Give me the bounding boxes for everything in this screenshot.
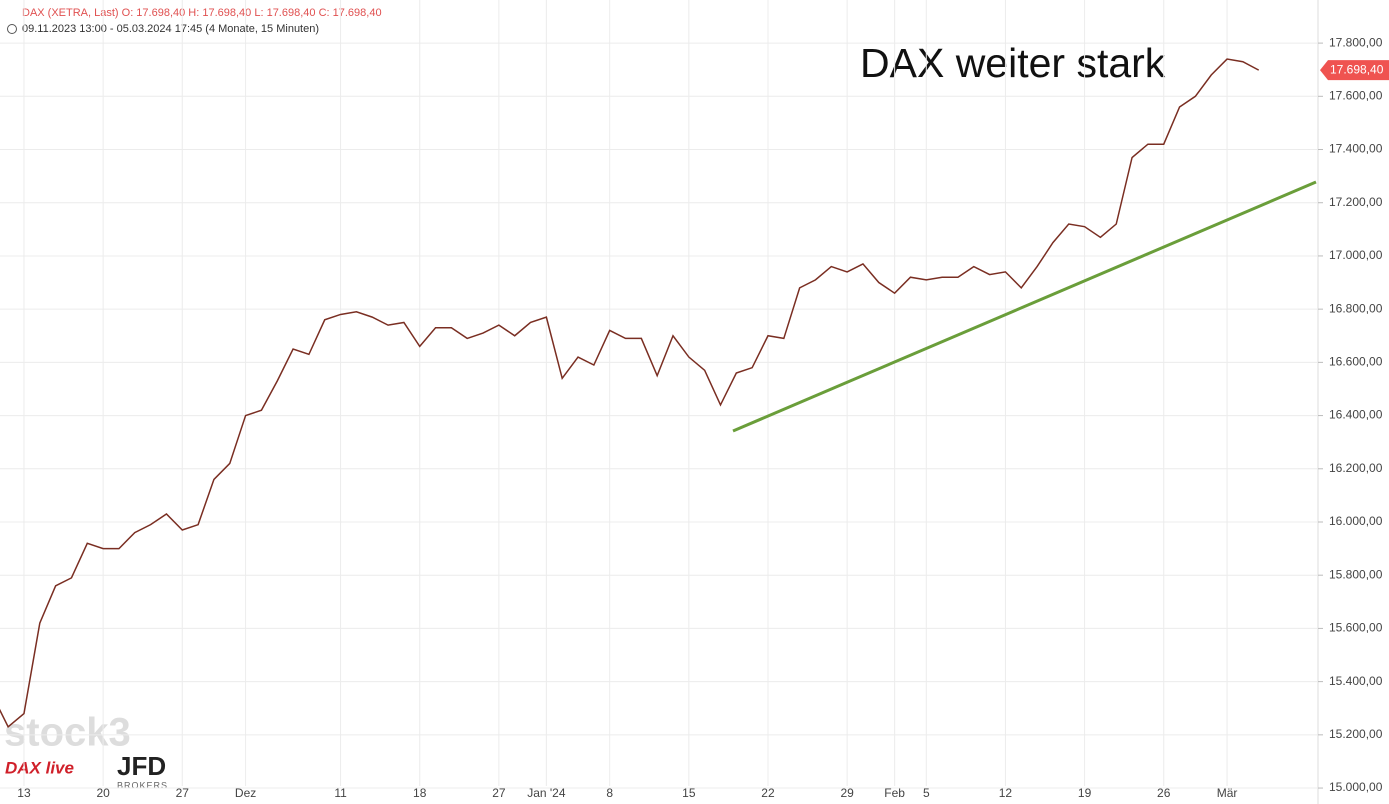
- y-tick-label: 16.800,00: [1329, 301, 1383, 315]
- y-tick-label: 17.200,00: [1329, 195, 1383, 209]
- price-line: [0, 58, 1260, 729]
- x-tick-label: 13: [17, 786, 31, 800]
- y-tick-label: 17.800,00: [1329, 35, 1383, 49]
- x-tick-label: Mär: [1217, 786, 1238, 800]
- x-tick-label: 8: [606, 786, 613, 800]
- logo: DAX live: [5, 758, 74, 777]
- y-tick-label: 17.400,00: [1329, 142, 1383, 156]
- y-tick-label: 17.000,00: [1329, 248, 1383, 262]
- logo: BROKERS: [117, 780, 168, 790]
- y-tick-label: 15.600,00: [1329, 621, 1383, 635]
- last-price-label: 17.698,40: [1330, 62, 1384, 76]
- y-tick-label: 15.400,00: [1329, 674, 1383, 688]
- y-tick-label: 17.600,00: [1329, 88, 1383, 102]
- y-tick-label: 16.000,00: [1329, 514, 1383, 528]
- x-tick-label: 29: [840, 786, 854, 800]
- clock-icon: [7, 24, 17, 34]
- x-tick-label: Feb: [884, 786, 905, 800]
- y-tick-label: 15.200,00: [1329, 727, 1383, 741]
- chart-title: DAX weiter stark: [860, 40, 1166, 86]
- x-tick-label: 27: [492, 786, 506, 800]
- x-tick-label: Dez: [235, 786, 256, 800]
- y-tick-label: 16.200,00: [1329, 461, 1383, 475]
- x-tick-label: 11: [334, 786, 347, 800]
- x-tick-label: 22: [761, 786, 775, 800]
- y-tick-label: 15.000,00: [1329, 780, 1383, 794]
- x-tick-label: 18: [413, 786, 427, 800]
- y-tick-label: 16.600,00: [1329, 355, 1383, 369]
- x-tick-label: 12: [999, 786, 1013, 800]
- trend-line: [732, 180, 1317, 433]
- x-tick-label: 5: [923, 786, 930, 800]
- x-tick-label: 26: [1157, 786, 1171, 800]
- x-tick-label: 19: [1078, 786, 1092, 800]
- last-price-flag: [1320, 60, 1389, 81]
- x-tick-label: 20: [96, 786, 110, 800]
- period: 09.11.2023 13:00 - 05.03.2024 17:45 (4 M…: [22, 23, 319, 35]
- logo: JFD: [117, 751, 166, 781]
- y-tick-label: 16.400,00: [1329, 408, 1383, 422]
- watermark: stock3: [4, 711, 131, 755]
- x-tick-label: 15: [682, 786, 696, 800]
- x-tick-label: Jan '24: [527, 786, 566, 800]
- x-tick-label: 27: [176, 786, 190, 800]
- header: DAX (XETRA, Last) O: 17.698,40 H: 17.698…: [22, 7, 382, 19]
- y-tick-label: 15.800,00: [1329, 567, 1383, 581]
